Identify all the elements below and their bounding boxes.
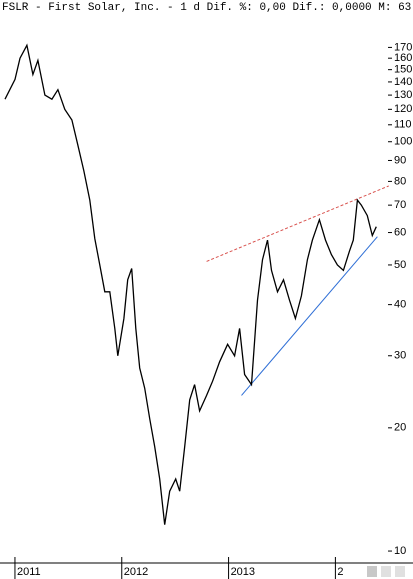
y-tick-label: 150: [394, 64, 412, 76]
x-tick-label: 2013: [231, 566, 255, 578]
y-tick-label: 10: [394, 545, 406, 557]
y-tick-label: 170: [394, 41, 412, 53]
y-tick-label: 70: [394, 199, 406, 211]
y-tick-label: 50: [394, 259, 406, 271]
y-tick-label: 30: [394, 350, 406, 362]
x-tick-label: 2011: [17, 566, 41, 578]
x-tick-label: 2012: [124, 566, 148, 578]
y-tick-label: 160: [394, 52, 412, 64]
y-tick-label: 90: [394, 154, 406, 166]
y-tick-label: 100: [394, 136, 412, 148]
y-tick-label: 110: [394, 119, 412, 131]
x-tick-label: 2: [337, 566, 343, 578]
menu-icon[interactable]: [395, 566, 405, 577]
trend-line: [241, 236, 378, 396]
y-tick-label: 130: [394, 89, 412, 101]
chart-title: FSLR - First Solar, Inc. - 1 d Dif. %: 0…: [2, 2, 411, 14]
zoom-icon[interactable]: [381, 566, 391, 577]
y-tick-label: 20: [394, 422, 406, 434]
scroll-icon[interactable]: [367, 566, 377, 577]
trend-line: [206, 185, 389, 262]
y-tick-label: 120: [394, 103, 412, 115]
y-tick-label: 60: [394, 226, 406, 238]
y-tick-label: 140: [394, 76, 412, 88]
y-tick-label: 40: [394, 299, 406, 311]
y-tick-label: 80: [394, 175, 406, 187]
price-line: [4, 43, 377, 525]
